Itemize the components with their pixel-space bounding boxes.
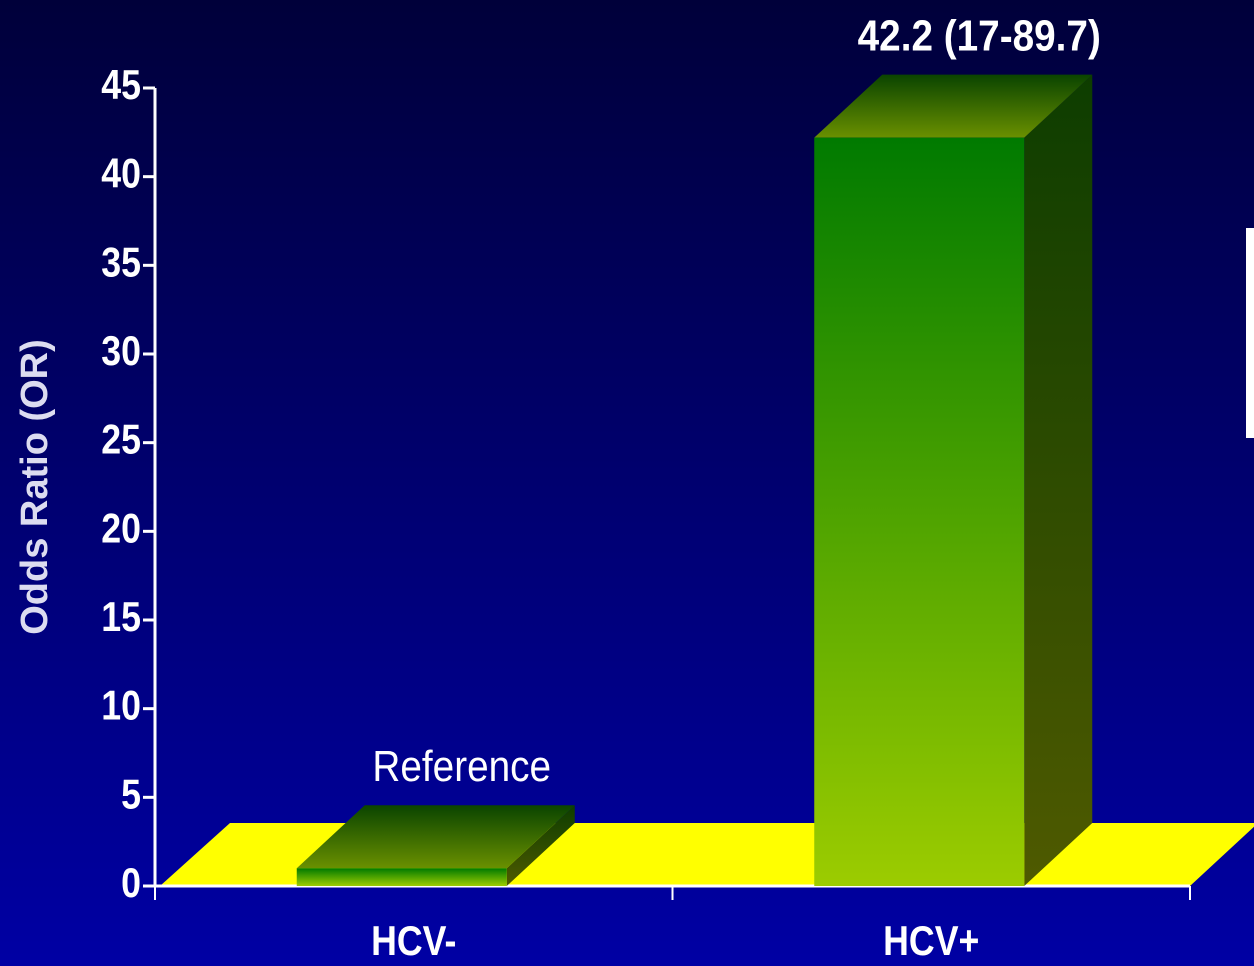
y-tick-label: 35 <box>101 240 141 286</box>
y-tick-label: 10 <box>101 683 141 729</box>
y-tick-label: 30 <box>101 328 141 374</box>
x-tick-label: HCV- <box>371 918 456 964</box>
y-tick-label: 5 <box>121 772 141 818</box>
cropped-legend <box>1246 228 1254 438</box>
data-label: 42.2 (17-89.7) <box>858 10 1101 60</box>
y-tick-label: 40 <box>101 151 141 197</box>
bar-side <box>506 805 575 886</box>
y-tick-label: 25 <box>101 417 141 463</box>
data-label: Reference <box>372 741 551 791</box>
bar-top <box>814 74 1093 138</box>
y-tick-label: 0 <box>121 860 141 906</box>
y-tick-label: 15 <box>101 594 141 640</box>
bar-side <box>1024 74 1093 887</box>
y-axis-label: Odds Ratio (OR) <box>14 339 56 635</box>
y-tick-label: 20 <box>101 506 141 552</box>
bar-front <box>296 868 507 886</box>
bar-front <box>814 137 1025 887</box>
y-tick-label: 45 <box>101 62 141 108</box>
bar <box>814 74 1093 887</box>
bar <box>296 805 575 886</box>
x-tick-label: HCV+ <box>883 918 979 964</box>
bar-top <box>296 805 575 869</box>
